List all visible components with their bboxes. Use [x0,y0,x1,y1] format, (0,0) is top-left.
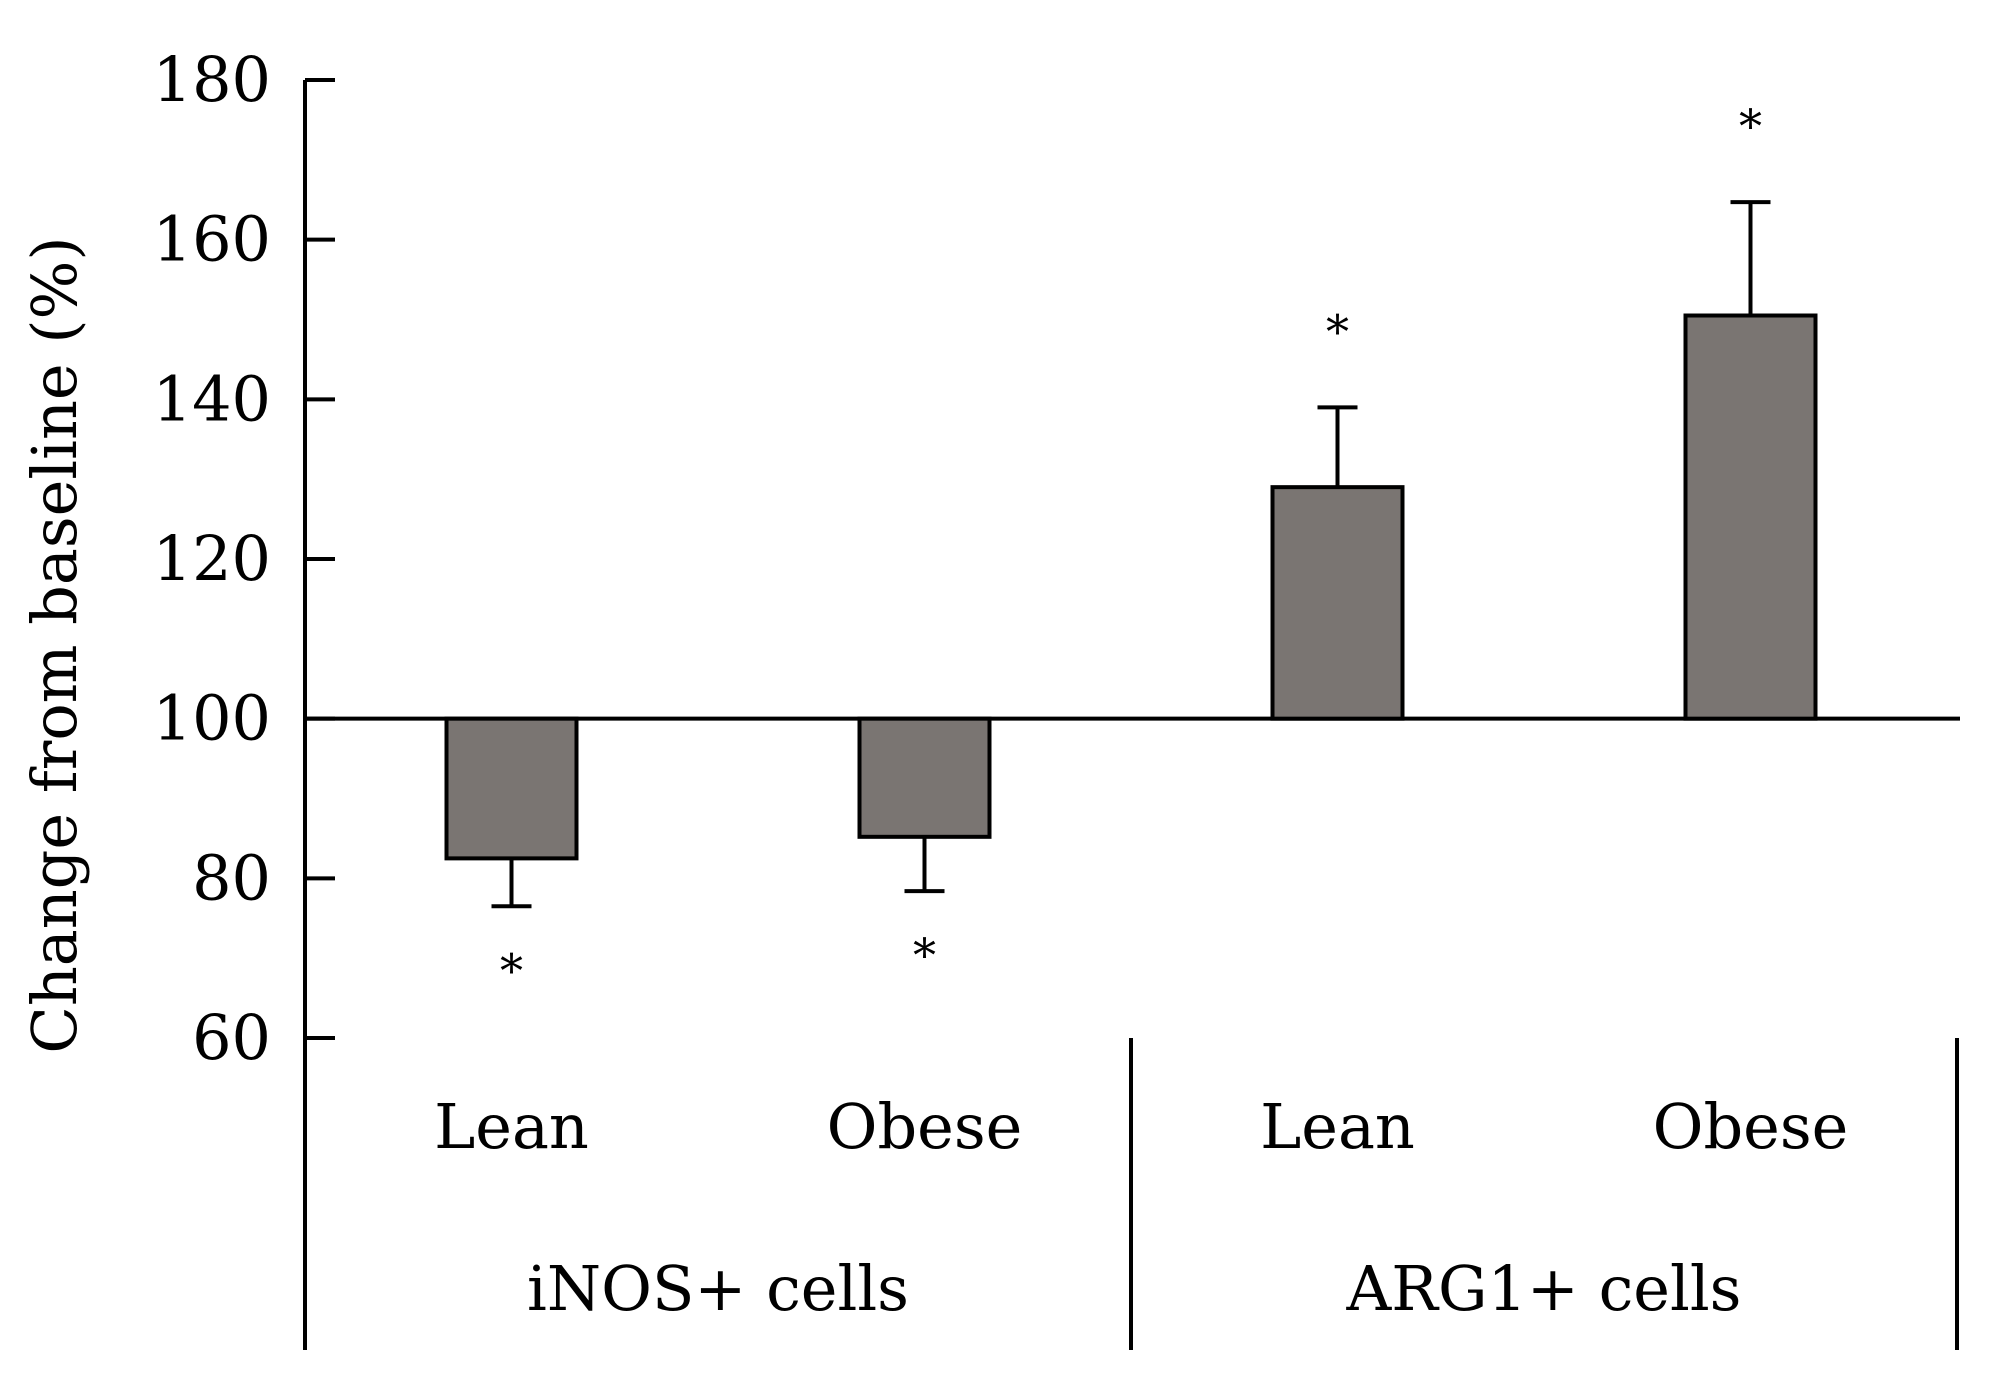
significance-mark: * [500,943,523,997]
y-tick-label: 180 [153,43,271,116]
bar [444,716,579,861]
y-tick-label: 80 [192,841,271,914]
group-label: ARG1+ cells [1346,1252,1742,1325]
significance-mark: * [1739,99,1762,153]
category-label: Lean [434,1090,589,1163]
significance-mark: * [913,928,936,982]
bar [857,716,992,839]
category-label: Lean [1260,1090,1415,1163]
y-tick-label: 100 [153,682,271,755]
y-tick-label: 120 [153,522,271,595]
category-label: Obese [827,1090,1023,1163]
group-label: iNOS+ cells [527,1252,909,1325]
bar [1270,485,1405,721]
y-tick-label: 60 [192,1001,271,1074]
y-axis-title: Change from baseline (%) [18,236,91,1053]
significance-mark: * [1326,304,1349,358]
y-tick-label: 160 [153,203,271,276]
bars-layer [444,200,1818,909]
y-tick-label: 140 [153,362,271,435]
bar [1683,313,1818,721]
labels-layer: 60 80 100 120 140 160 180 * Lean * Obese * Lean * Obes… [153,43,1849,1325]
category-label: Obese [1653,1090,1849,1163]
